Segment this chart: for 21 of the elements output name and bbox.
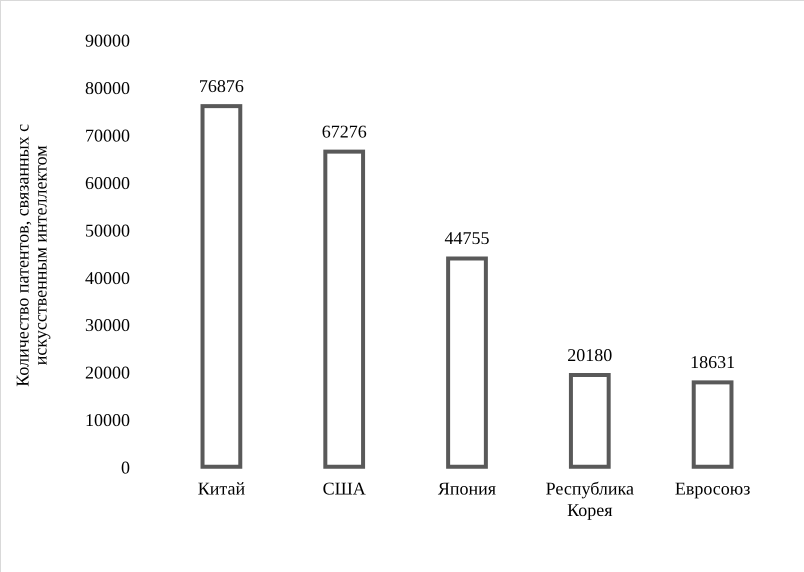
- y-tick-label: 30000: [85, 315, 130, 336]
- data-label: 20180: [567, 344, 612, 365]
- x-tick-label: Китай: [198, 478, 246, 498]
- x-tick-label: Япония: [438, 478, 496, 498]
- y-tick-label: 60000: [85, 172, 130, 193]
- y-axis-title: Количество патентов, связанных с искусственным интеллектом: [12, 124, 51, 387]
- y-tick-label: 90000: [85, 30, 130, 51]
- data-label: 18631: [690, 352, 736, 372]
- y-tick-label: 40000: [85, 268, 130, 288]
- y-tick-label: 0: [121, 458, 130, 478]
- data-label: 76876: [198, 76, 244, 96]
- y-tick-label: 80000: [85, 78, 130, 98]
- y-tick-label: 10000: [85, 410, 130, 430]
- data-label: 44755: [444, 228, 490, 248]
- x-tick-label: Республика Корея: [546, 478, 634, 520]
- y-tick-label: 20000: [85, 362, 130, 383]
- y-tick-label: 50000: [85, 220, 130, 240]
- x-tick-label: Евросоюз: [674, 478, 750, 498]
- data-label: 67276: [322, 121, 367, 142]
- x-tick-label: США: [322, 478, 366, 498]
- y-tick-label: 70000: [85, 125, 130, 146]
